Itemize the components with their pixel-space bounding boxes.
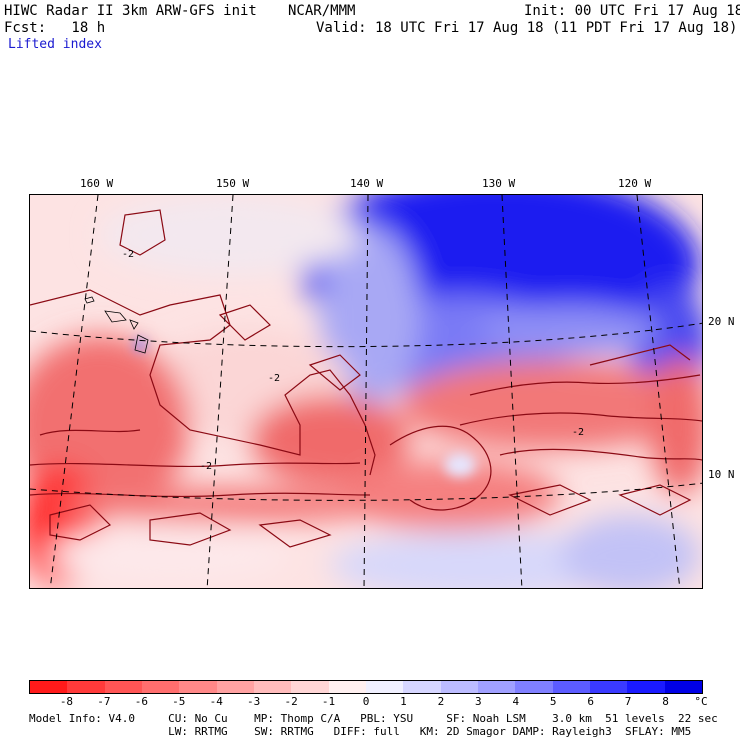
legend-tick-label: 6 (587, 695, 594, 708)
legend-bin (253, 681, 292, 693)
org-label: NCAR/MMM (288, 3, 356, 19)
legend-tick-label: -7 (97, 695, 111, 708)
legend-bin (440, 681, 478, 693)
model-info-line1: Model Info: V4.0 CU: No Cu MP: Thomp C/A… (29, 712, 718, 725)
lifted-index-map: -2 -2 -2 -2 (29, 194, 703, 589)
lon-label-140w: 140 W (350, 177, 384, 190)
legend-bin (664, 681, 702, 693)
lon-label-130w: 130 W (482, 177, 516, 190)
contour-label: -2 (572, 427, 584, 438)
contour-label: -2 (268, 373, 280, 384)
legend-tick-label: -6 (134, 695, 148, 708)
legend-unit: °C (694, 695, 708, 708)
contour-label: -2 (122, 249, 134, 260)
model-info-line2: LW: RRTMG SW: RRTMG DIFF: full KM: 2D Sm… (29, 725, 692, 738)
contour-label: -2 (200, 461, 212, 472)
legend-bin (328, 681, 366, 693)
lat-label-20n: 20 N (708, 315, 735, 328)
legend-tick-label: 0 (362, 695, 370, 708)
legend-bin (477, 681, 516, 693)
legend-tick-label: 7 (624, 695, 632, 708)
legend-tick-label: -3 (247, 695, 261, 708)
legend-bin (403, 681, 441, 693)
lon-label-160w: 160 W (80, 177, 114, 190)
model-title: HIWC Radar II 3km ARW-GFS init (4, 3, 257, 19)
legend-bin (104, 681, 142, 693)
color-legend (29, 680, 703, 694)
lon-label-120w: 120 W (618, 177, 652, 190)
legend-tick-label: -2 (284, 695, 298, 708)
legend-bin (365, 681, 404, 693)
contour-labels: -2 -2 -2 -2 (122, 249, 584, 472)
lat-label-10n: 10 N (708, 468, 735, 481)
legend-bin (179, 681, 217, 693)
map-canvas: -2 -2 -2 -2 (30, 195, 702, 588)
legend-bin (141, 681, 180, 693)
legend-tick-label: -4 (209, 695, 223, 708)
legend-bin (291, 681, 329, 693)
legend-bin (515, 681, 553, 693)
legend-tick-label: -1 (321, 695, 336, 708)
legend-bin (216, 681, 254, 693)
legend-tick-label: 5 (549, 695, 557, 708)
forecast-hour: Fcst: 18 h (4, 20, 106, 36)
legend-tick-label: -8 (59, 695, 74, 708)
init-time: Init: 00 UTC Fri 17 Aug 18 (524, 3, 740, 19)
graticule (30, 195, 702, 588)
legend-tick-label: 4 (512, 695, 520, 708)
legend-bin (627, 681, 665, 693)
valid-time: Valid: 18 UTC Fri 17 Aug 18 (11 PDT Fri … (316, 20, 738, 36)
contour-lines (30, 209, 702, 548)
legend-bin (552, 681, 590, 693)
island-outlines (84, 296, 149, 354)
legend-bin (67, 681, 105, 693)
legend-tick-label: 1 (400, 695, 407, 708)
legend-bin (589, 681, 628, 693)
legend-tick-label: -5 (172, 695, 186, 708)
legend-bin (30, 681, 68, 693)
lon-label-150w: 150 W (216, 177, 250, 190)
legend-tick-label: 2 (437, 695, 445, 708)
legend-tick-label: 8 (662, 695, 669, 708)
field-name: Lifted index (8, 37, 102, 52)
legend-tick-label: 3 (475, 695, 482, 708)
